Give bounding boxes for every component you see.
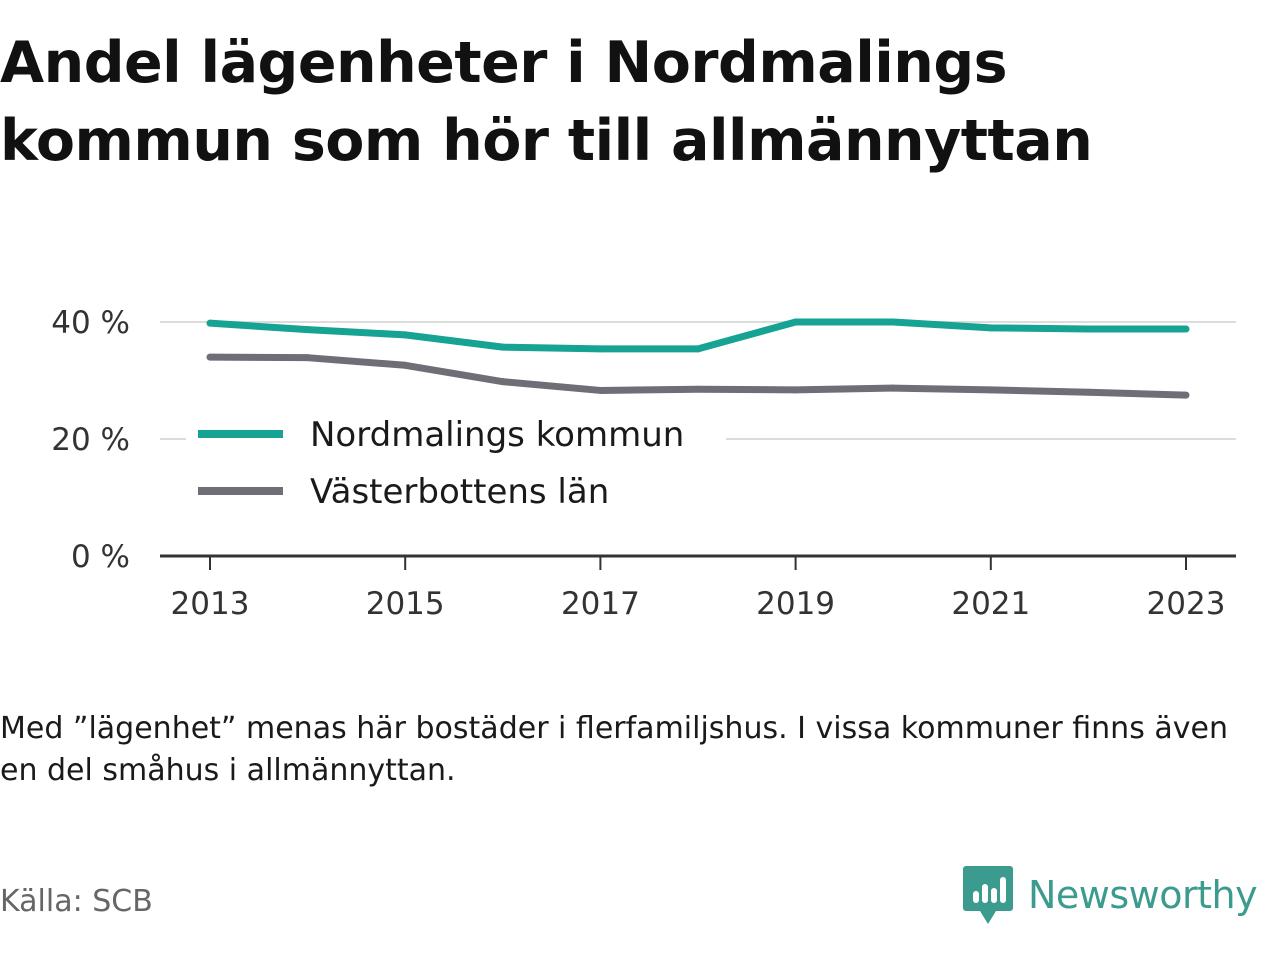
legend-label: Nordmalings kommun [310, 415, 684, 455]
data-point [206, 319, 214, 327]
data-point [596, 345, 604, 353]
x-tick-label: 2017 [561, 586, 640, 622]
data-point [206, 353, 214, 361]
data-point [792, 386, 800, 394]
data-point [792, 318, 800, 326]
data-point [1182, 325, 1190, 333]
data-point [304, 354, 312, 362]
data-point [1182, 391, 1190, 399]
y-tick-label: 40 % [51, 305, 130, 341]
data-point [401, 331, 409, 339]
legend-background [186, 406, 726, 516]
newsworthy-logo-icon [963, 866, 1013, 924]
x-tick-label: 2019 [756, 586, 835, 622]
x-tick-label: 2023 [1147, 586, 1226, 622]
x-tick-label: 2013 [171, 586, 250, 622]
data-point [499, 343, 507, 351]
data-point [987, 386, 995, 394]
brand-logo: Newsworthy [962, 864, 1258, 926]
legend-label: Västerbottens län [310, 472, 609, 512]
data-point [694, 385, 702, 393]
brand-name: Newsworthy [1028, 873, 1258, 917]
y-tick-label: 20 % [51, 422, 130, 458]
x-tick-label: 2015 [366, 586, 445, 622]
data-point [499, 378, 507, 386]
axes: 0 % 20 % 40 % 2013 2015 2017 2019 2021 2023 [51, 305, 1236, 622]
data-point [889, 384, 897, 392]
source-credit: Källa: SCB [0, 884, 153, 919]
data-point [596, 386, 604, 394]
data-point [1084, 388, 1092, 396]
data-point [304, 326, 312, 334]
data-point [987, 324, 995, 332]
legend: Nordmalings kommun Västerbottens län [186, 406, 726, 516]
series-lines [206, 318, 1190, 399]
series-line-nordmalings-kommun [209, 318, 1186, 353]
data-point [889, 318, 897, 326]
line-chart: 0 % 20 % 40 % 2013 2015 2017 2019 2021 2023 Nord… [51, 305, 1236, 622]
y-tick-label: 0 % [71, 539, 130, 575]
data-point [401, 361, 409, 369]
data-point [694, 345, 702, 353]
x-tick-label: 2021 [951, 586, 1030, 622]
chart-note: Med ”lägenhet” menas här bostäder i fler… [0, 711, 1228, 788]
chart-title: Andel lägenheter i Nordmalings kommun so… [0, 30, 1093, 174]
data-point [1084, 325, 1092, 333]
